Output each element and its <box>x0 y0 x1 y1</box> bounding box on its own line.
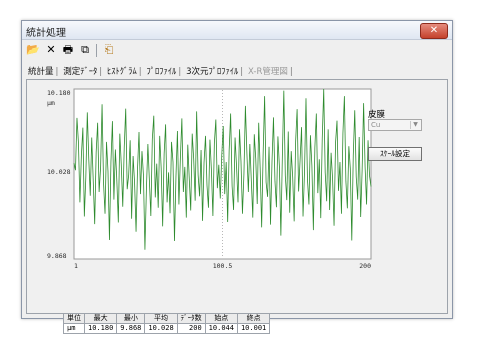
x-tick-label: 1 <box>74 262 78 270</box>
exit-icon[interactable]: ⎗ <box>104 43 114 56</box>
toolbar-separator <box>96 44 97 57</box>
table-row: μm 10.180 9.868 10.028 200 10.044 10.001 <box>63 323 271 334</box>
tab-3d-profile[interactable]: 3次元ﾌﾟﾛﾌｧｲﾙ <box>186 67 239 77</box>
header-start: 始点 <box>204 313 238 324</box>
delete-icon[interactable]: ✕ <box>46 43 56 56</box>
cell-min: 9.868 <box>116 323 146 334</box>
tab-profile[interactable]: ﾌﾟﾛﾌｧｲﾙ <box>146 67 177 77</box>
cell-max: 10.180 <box>83 323 118 334</box>
x-tick-label: 100.5 <box>213 262 233 270</box>
header-min: 最小 <box>116 313 146 324</box>
cell-start: 10.044 <box>204 323 238 334</box>
cell-end: 10.001 <box>236 323 271 334</box>
cell-unit: μm <box>63 323 85 334</box>
tab-histogram[interactable]: ﾋｽﾄｸﾞﾗﾑ <box>107 67 137 77</box>
tab-measurement-data[interactable]: 測定ﾃﾞｰﾀ <box>63 67 98 77</box>
header-max: 最大 <box>83 313 118 324</box>
cell-mean: 10.028 <box>144 323 178 334</box>
coating-label: 皮膜 <box>368 110 386 120</box>
title-bar: 統計処理 ✕ <box>22 21 452 40</box>
coating-combo-value: Cu <box>371 121 381 129</box>
statistics-window: 統計処理 ✕ 📂 ✕ 🖶 ⧉ ⎗ 統計量 | 測定ﾃﾞｰﾀ | ﾋｽﾄｸﾞﾗﾑ | ﾌ… <box>21 20 453 334</box>
tab-strip: 統計量 | 測定ﾃﾞｰﾀ | ﾋｽﾄｸﾞﾗﾑ | ﾌﾟﾛﾌｧｲﾙ | 3次元ﾌﾟﾛﾌｧｲ… <box>28 67 293 77</box>
x-tick-label: 200 <box>359 262 371 270</box>
y-tick-label: 10.180 <box>47 89 71 97</box>
statistics-table: 単位 最大 最小 平均 ﾃﾞｰﾀ数 始点 終点 μm 10.180 9.868 … <box>63 313 271 334</box>
close-button[interactable]: ✕ <box>420 23 448 39</box>
chevron-down-icon: ▼ <box>410 121 420 129</box>
profile-chart: 10.180 10.028 9.868 1 100.5 200 μm <box>47 88 372 270</box>
profile-series-line <box>73 88 372 250</box>
print-icon[interactable]: 🖶 <box>62 43 74 56</box>
tab-statistics[interactable]: 統計量 <box>28 67 54 77</box>
y-unit-label: μm <box>47 99 55 107</box>
header-count: ﾃﾞｰﾀ数 <box>176 313 206 324</box>
open-folder-icon[interactable]: 📂 <box>26 43 40 56</box>
coating-combo: Cu ▼ <box>368 119 422 131</box>
header-end: 終点 <box>236 313 271 324</box>
header-unit: 単位 <box>63 313 85 324</box>
cell-count: 200 <box>176 323 206 334</box>
table-header-row: 単位 最大 最小 平均 ﾃﾞｰﾀ数 始点 終点 <box>63 313 271 324</box>
header-mean: 平均 <box>144 313 178 324</box>
y-tick-label: 9.868 <box>47 252 67 260</box>
y-tick-label: 10.028 <box>47 168 71 176</box>
copy-icon[interactable]: ⧉ <box>81 43 89 56</box>
tab-xr-control-chart: X-R管理図 <box>247 67 288 77</box>
scale-settings-button[interactable]: ｽｹｰﾙ設定 <box>368 147 422 161</box>
window-title: 統計処理 <box>26 28 66 39</box>
